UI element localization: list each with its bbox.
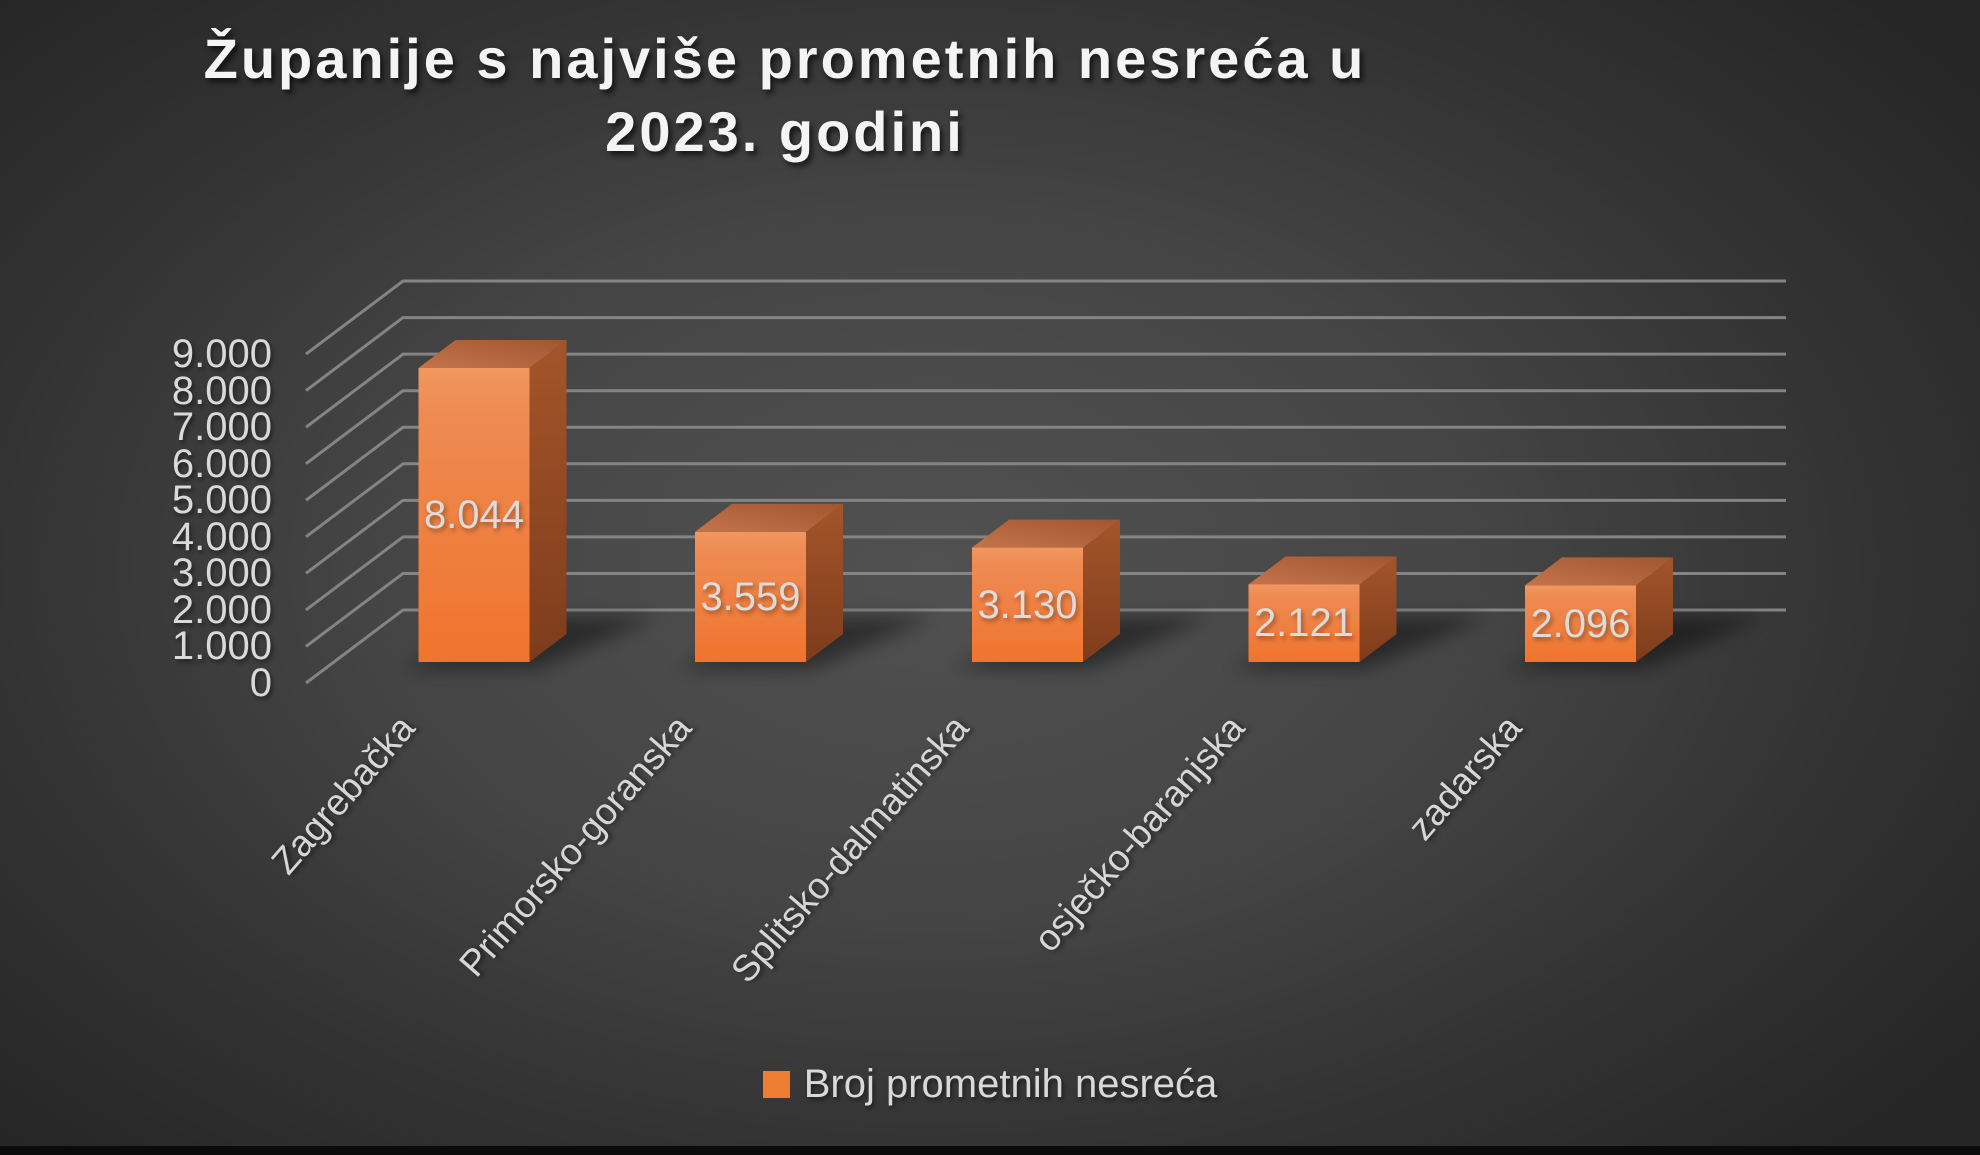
bar-front-face [695,531,806,662]
gridline [305,352,1786,429]
gridline [305,279,1786,356]
bar-top-face [695,503,843,532]
legend-label: Broj prometnih nesreća [803,1062,1218,1106]
bar-front-face [418,367,530,662]
legend: Broj prometnih nesreća [0,1059,1980,1109]
gridline [305,425,1786,502]
bar-front-face [1525,585,1636,662]
bar-side-face [1636,557,1673,662]
chart-title: Županije s najviše prometnih nesreća u 2… [55,22,1515,168]
bar-side-face [1359,556,1397,662]
bar-front-face [1248,584,1360,662]
legend-swatch-icon [762,1070,790,1098]
bar-side-face [529,339,567,662]
bar-top-face [418,339,567,368]
gridline [305,316,1786,392]
bar-top-face [1248,556,1397,585]
gridline [305,462,1786,538]
bar-front-face [972,547,1083,662]
gridline [305,535,1786,612]
bar-side-face [806,503,843,662]
bar-top-face [1525,557,1673,586]
bar-top-face [972,519,1120,548]
bar-side-face [1083,519,1120,662]
gridline [305,498,1786,575]
chart-title-line1: Županije s najviše prometnih nesreća u [203,27,1367,90]
chart-title-line2: 2023. godini [605,100,965,163]
gridline [305,389,1786,465]
bottom-edge-strip [0,1146,1980,1155]
